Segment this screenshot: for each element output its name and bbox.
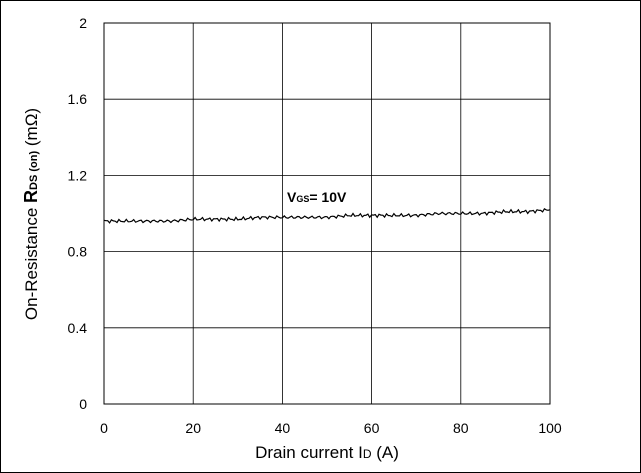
y-tick-label-2: 0.8 bbox=[68, 244, 88, 260]
x-tick-label-2: 40 bbox=[275, 420, 291, 436]
y-tick-label-5: 2 bbox=[79, 15, 87, 31]
y-tick-label-3: 1.2 bbox=[68, 167, 88, 183]
y-axis-label: On-Resistance RDS (on) (mΩ) bbox=[21, 108, 41, 320]
ticks: 0 20 40 60 80 100 0 0.4 0.8 1.2 1.6 2 bbox=[68, 15, 562, 436]
x-tick-label-3: 60 bbox=[364, 420, 380, 436]
x-tick-label-1: 20 bbox=[185, 420, 201, 436]
x-axis-label: Drain current ID (A) bbox=[255, 443, 399, 462]
plot-frame bbox=[103, 22, 551, 405]
series-group bbox=[103, 207, 551, 224]
y-tick-label-0: 0 bbox=[79, 396, 87, 412]
grid bbox=[104, 23, 550, 404]
x-tick-label-0: 0 bbox=[100, 420, 108, 436]
series-line-0 bbox=[103, 207, 551, 224]
y-tick-label-4: 1.6 bbox=[68, 91, 88, 107]
y-tick-label-1: 0.4 bbox=[68, 320, 88, 336]
x-tick-label-4: 80 bbox=[453, 420, 469, 436]
x-tick-label-5: 100 bbox=[538, 420, 562, 436]
vgs-annotation: VGS= 10V bbox=[287, 189, 347, 205]
